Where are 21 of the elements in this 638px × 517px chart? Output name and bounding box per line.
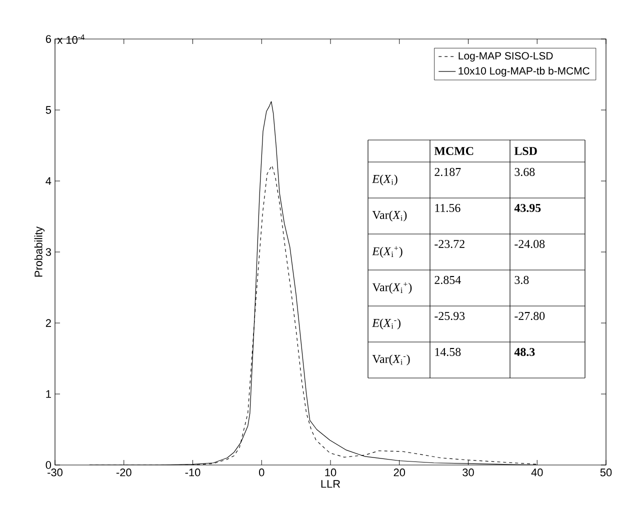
- x-tick-label: 0: [259, 468, 264, 476]
- x-tick-label: -20: [116, 468, 132, 476]
- x-tick-label: -10: [185, 468, 200, 476]
- x-axis-title: LLR: [321, 480, 340, 488]
- legend-label: Log-MAP SISO-LSD: [458, 52, 553, 62]
- y-tick-label: 1: [46, 390, 51, 398]
- y-tick-label: 0: [46, 461, 52, 469]
- x-tick-label: 30: [462, 468, 474, 476]
- y-tick-label: 5: [46, 106, 52, 114]
- y-tick-label: 3: [46, 248, 51, 256]
- x-tick-label: 10: [325, 468, 336, 476]
- annotation: x 10$^{-4}$: [57, 34, 85, 44]
- y-tick-label: 6: [46, 35, 51, 43]
- x-tick-label: 50: [600, 468, 612, 476]
- y-tick-label: 4: [46, 177, 52, 185]
- x-tick-label: 40: [531, 468, 543, 476]
- y-tick-label: 2: [46, 319, 51, 327]
- x-tick-label: 20: [394, 468, 406, 476]
- legend-label: 10x10 Log-MAP-tb b-MCMC: [458, 66, 590, 77]
- x-tick-label: -30: [48, 468, 62, 476]
- y-axis-title: Probability: [34, 226, 45, 277]
